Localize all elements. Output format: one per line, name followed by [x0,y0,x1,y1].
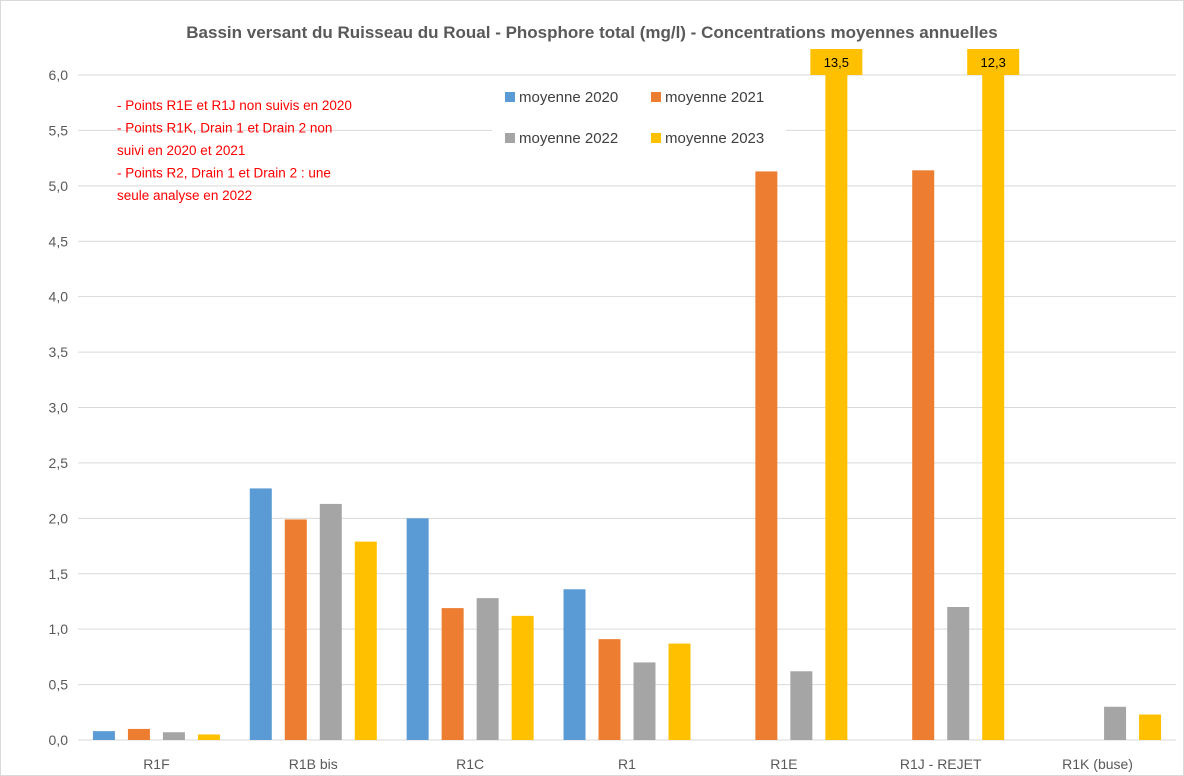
bar-moyenne-2022-r1 [633,662,656,740]
annotation-note: - Points R1E et R1J non suivis en 2020 - … [117,98,352,203]
bars [92,75,1162,741]
y-tick-label: 3,5 [49,344,69,360]
bar-moyenne-2022-r1j-rejet [947,607,970,740]
bar-moyenne-2021-r1b-bis [284,519,307,740]
bar-moyenne-2021-r1f [127,728,150,740]
bar-moyenne-2022-r1k-buse [1104,706,1127,740]
bar-moyenne-2023-r1f [197,734,220,740]
annotation-line: suivi en 2020 et 2021 [117,143,245,158]
y-tick-label: 2,5 [49,455,69,471]
bar-moyenne-2022-r1e [790,671,813,740]
chart-title: Bassin versant du Ruisseau du Roual - Ph… [186,23,997,42]
data-label-box [967,49,1020,75]
x-category-label: R1E [770,756,797,772]
legend-label-moyenne-2020: moyenne 2020 [519,89,618,106]
bar-moyenne-2021-r1c [441,608,464,740]
annotation-line: - Points R1K, Drain 1 et Drain 2 non [117,121,332,136]
y-axis-ticks: 0,0 0,5 1,0 1,5 2,0 2,5 3,0 3,5 4,0 4,5 5,0 5,5 6,0 [49,67,69,748]
y-tick-label: 6,0 [49,67,69,83]
annotation-line: seule analyse en 2022 [117,188,252,203]
bar-moyenne-2022-r1b-bis [319,503,342,740]
legend: moyenne 2020 moyenne 2021 moyenne 2022 moye… [492,80,786,160]
legend-swatch-moyenne-2023 [651,133,661,143]
data-label-box [810,49,863,75]
y-tick-label: 1,5 [49,566,69,582]
data-label: 13,5 [824,55,849,70]
y-tick-label: 4,0 [49,289,69,305]
bar-moyenne-2020-r1 [563,589,586,740]
y-tick-label: 5,0 [49,178,69,194]
bar-moyenne-2023-r1k-buse [1139,714,1162,740]
x-category-label: R1F [143,756,169,772]
bar-moyenne-2021-r1e [755,171,778,741]
data-label: 12,3 [981,55,1006,70]
data-labels: 13,5 12,3 [810,49,1020,75]
annotation-line: - Points R1E et R1J non suivis en 2020 [117,98,352,113]
x-category-label: R1C [456,756,484,772]
x-axis-categories: R1F R1B bis R1C R1 R1E R1J - REJET R1K (buse) [143,756,1133,772]
bar-moyenne-2020-r1f [92,731,115,740]
bar-moyenne-2023-r1b-bis [354,541,377,740]
legend-background [492,80,786,160]
bar-moyenne-2023-r1c [511,615,534,740]
annotation-line: - Points R2, Drain 1 et Drain 2 : une [117,166,331,181]
x-category-label: R1B bis [289,756,338,772]
bar-moyenne-2023-r1 [668,643,691,740]
y-tick-label: 4,5 [49,233,69,249]
y-tick-label: 2,0 [49,510,69,526]
x-category-label: R1J - REJET [900,756,982,772]
y-tick-label: 1,0 [49,621,69,637]
x-category-label: R1K (buse) [1062,756,1133,772]
bar-moyenne-2020-r1b-bis [249,488,272,740]
y-tick-label: 5,5 [49,122,69,138]
y-tick-label: 3,0 [49,400,69,416]
bar-moyenne-2021-r1j-rejet [912,170,935,741]
bar-moyenne-2021-r1 [598,639,621,740]
legend-label-moyenne-2022: moyenne 2022 [519,130,618,147]
bar-moyenne-2023-r1e [825,75,848,740]
bar-moyenne-2020-r1c [406,518,429,740]
legend-swatch-moyenne-2020 [505,92,515,102]
legend-swatch-moyenne-2021 [651,92,661,102]
bar-moyenne-2023-r1j-rejet [982,75,1005,740]
bar-moyenne-2022-r1f [162,732,185,740]
y-tick-label: 0,5 [49,677,69,693]
legend-label-moyenne-2021: moyenne 2021 [665,89,764,106]
bar-moyenne-2022-r1c [476,598,499,740]
legend-swatch-moyenne-2022 [505,133,515,143]
legend-label-moyenne-2023: moyenne 2023 [665,130,764,147]
x-category-label: R1 [618,756,636,772]
y-tick-label: 0,0 [49,732,69,748]
